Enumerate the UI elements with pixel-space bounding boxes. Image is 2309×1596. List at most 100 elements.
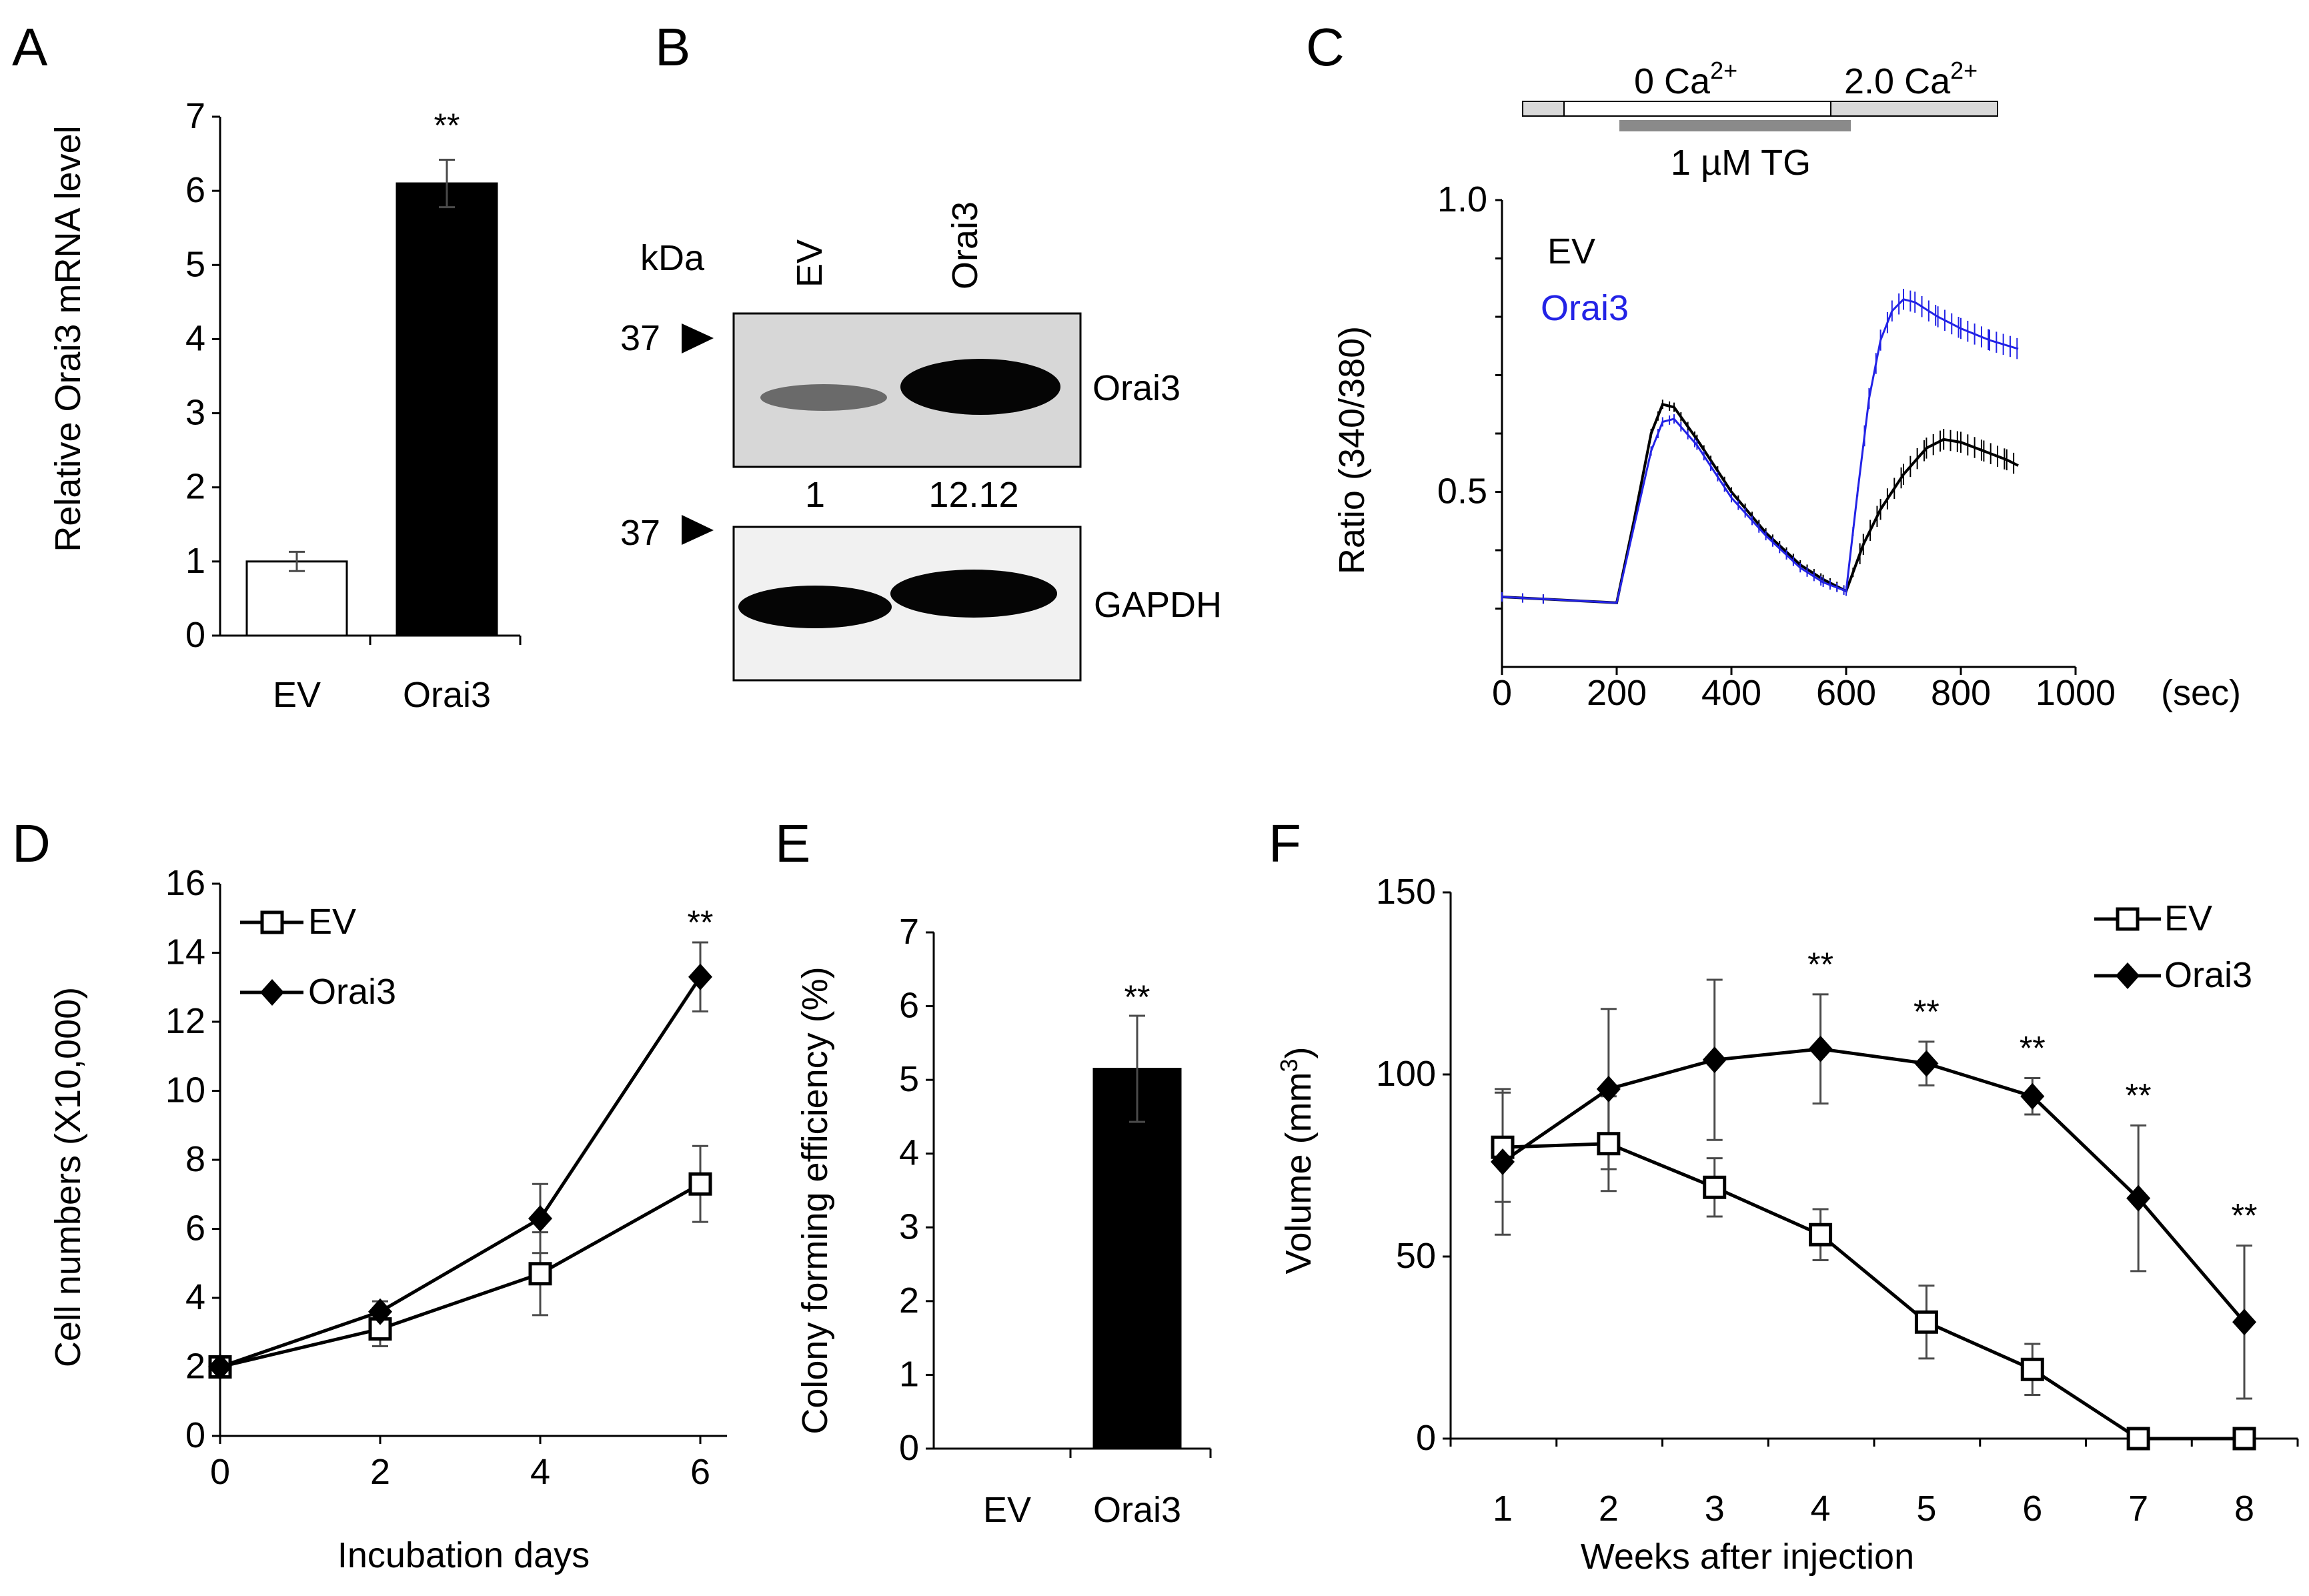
chart-c-trace-ev — [1501, 402, 2019, 604]
blot-band-gapdh-orai3 — [890, 570, 1057, 618]
chart-d-xlabel: Incubation days — [337, 1535, 590, 1575]
chart-f-line-orai3 — [1501, 1047, 2246, 1323]
chart-c-legend-orai3: Orai3 — [1541, 288, 1629, 328]
chart-f-x-tick-label: 2 — [1599, 1489, 1619, 1529]
blot-quant-ev: 1 — [805, 475, 825, 515]
chart-e-marks: 0 1 2 3 4 5 6 7 — [899, 912, 1212, 1468]
protocol-zero-ca: 0 Ca2+ — [1634, 57, 1737, 101]
chart-f-x-tick-label: 1 — [1493, 1489, 1513, 1529]
chart-d-legend-orai3: Orai3 — [308, 972, 396, 1012]
chart-c-x-tick-label: 800 — [1931, 673, 1991, 713]
chart-d-line-ev — [219, 1182, 702, 1369]
chart-a-y-tick-label: 1 — [185, 541, 205, 581]
chart-e-y-tick-label: 7 — [899, 912, 919, 952]
chart-d-point-orai3 — [528, 1205, 552, 1232]
chart-d-point-orai3 — [368, 1298, 392, 1325]
chart-f-x-tick-label: 4 — [1811, 1489, 1831, 1529]
chart-e-y-tick-label: 5 — [899, 1059, 919, 1099]
chart-d-y-tick-label: 10 — [165, 1070, 205, 1110]
blot-lane-orai3: Orai3 — [945, 201, 985, 289]
chart-f-x-tick-label: 5 — [1916, 1489, 1936, 1529]
chart-d-point-orai3 — [688, 963, 712, 990]
chart-f-significance: ** — [2020, 1029, 2046, 1066]
chart-d-x-tick-label: 6 — [690, 1452, 710, 1492]
chart-f-point-ev — [1597, 1132, 1621, 1156]
chart-a-marks: 0 1 2 3 4 5 6 7 — [185, 96, 522, 655]
chart-f-significance: ** — [1913, 993, 1940, 1030]
chart-f-point-orai3 — [1596, 1075, 1621, 1102]
blot-band-orai3-ev — [760, 384, 887, 411]
chart-d-y-tick-label: 8 — [185, 1139, 205, 1179]
chart-e-y-tick-label: 2 — [899, 1281, 919, 1321]
chart-f-point-orai3 — [1808, 1035, 1833, 1062]
chart-c-x-tick-label: 400 — [1701, 673, 1761, 713]
protocol-bar-0ca — [1563, 101, 1831, 117]
chart-f-x-tick-label: 3 — [1705, 1489, 1725, 1529]
protocol-two-ca: 2.0 Ca2+ — [1844, 57, 1978, 101]
chart-d-y-tick-label: 4 — [185, 1277, 205, 1317]
chart-d-point-orai3 — [208, 1353, 232, 1381]
blot-kda-label: kDa — [640, 238, 705, 278]
chart-f-marks: 0 50 100 150 1 2 3 4 5 6 7 8 ** ** ** ** ** — [1376, 872, 2299, 1529]
blot-lane-ev: EV — [790, 239, 830, 287]
chart-a-y-tick-label: 2 — [185, 467, 205, 507]
chart-f-point-ev — [1703, 1175, 1727, 1199]
blot-marker-bottom-arrow — [682, 515, 714, 545]
blot-marker-top-arrow — [682, 323, 714, 353]
chart-d-ylabel: Cell numbers (X10,000) — [48, 987, 88, 1367]
protocol-bar-tg — [1619, 120, 1851, 131]
chart-f-point-orai3 — [2126, 1184, 2151, 1212]
chart-d-line-orai3 — [219, 976, 702, 1369]
chart-a-y-tick-label: 0 — [185, 615, 205, 655]
chart-f-point-orai3 — [1914, 1050, 1939, 1077]
chart-c-x-tick-label: 0 — [1492, 673, 1512, 713]
western-blot: kDa EV Orai3 37 Orai3 1 12.12 37 GAPDH — [620, 201, 1222, 682]
chart-f-point-ev — [2232, 1427, 2256, 1451]
protocol-tg: 1 µM TG — [1671, 143, 1811, 183]
chart-e-y-tick-label: 3 — [899, 1207, 919, 1247]
chart-d-y-tick-label: 14 — [165, 932, 205, 972]
chart-f-y-tick-label: 100 — [1376, 1054, 1436, 1094]
chart-c-ylabel: Ratio (340/380) — [1332, 326, 1372, 574]
chart-f-point-orai3 — [1702, 1046, 1727, 1074]
chart-f-x-tick-label: 7 — [2128, 1489, 2148, 1529]
chart-c-marks: 0.5 1.0 0 200 400 600 800 1000 — [1437, 179, 2116, 713]
chart-e-significance: ** — [1124, 978, 1150, 1016]
panel-d-letter: D — [12, 814, 51, 873]
chart-e-xtick-orai3: Orai3 — [1093, 1490, 1181, 1530]
chart-d: 0 2 4 6 8 10 12 14 16 0 2 4 6 Cell numbers (X10,000)… — [48, 863, 727, 1575]
blot-band-gapdh-ev — [738, 586, 892, 628]
chart-e-y-tick-label: 0 — [899, 1428, 919, 1468]
chart-f-point-ev — [1491, 1135, 1515, 1159]
chart-d-x-tick-label: 0 — [210, 1452, 230, 1492]
chart-f-point-ev — [2020, 1357, 2044, 1381]
chart-f-x-tick-label: 8 — [2234, 1489, 2254, 1529]
panel-f-letter: F — [1269, 814, 1301, 873]
chart-f-y-tick-label: 150 — [1376, 872, 1436, 912]
chart-c-y-tick-label: 1.0 — [1437, 179, 1487, 219]
chart-a-y-tick-label: 6 — [185, 170, 205, 210]
chart-d-x-tick-label: 2 — [370, 1452, 390, 1492]
chart-f-significance: ** — [2126, 1076, 2152, 1114]
chart-d-marks: 0 2 4 6 8 10 12 14 16 0 2 4 6 — [165, 863, 727, 1492]
panel-e-letter: E — [775, 814, 810, 873]
chart-a-significance: ** — [434, 107, 460, 144]
chart-f-significance: ** — [2232, 1197, 2258, 1235]
chart-d-legend-point-orai3 — [260, 979, 284, 1006]
chart-f-legend-orai3: Orai3 — [2164, 955, 2252, 995]
chart-d-x-tick-label: 4 — [530, 1452, 550, 1492]
blot-label-gapdh: GAPDH — [1094, 585, 1222, 625]
chart-f: 0 50 100 150 1 2 3 4 5 6 7 8 ** ** ** ** ** Volume (mm3)… — [1275, 872, 2299, 1577]
chart-d-significance: ** — [688, 904, 714, 941]
chart-f-significance: ** — [1807, 946, 1833, 983]
chart-f-x-tick-label: 6 — [2022, 1489, 2042, 1529]
panel-b-letter: B — [655, 17, 690, 77]
chart-a-y-tick-label: 3 — [185, 393, 205, 433]
chart-f-ylabel: Volume (mm3) — [1275, 1046, 1319, 1274]
chart-f-point-ev — [1809, 1223, 1833, 1247]
chart-d-point-ev — [688, 1172, 712, 1196]
chart-e-ylabel: Colony forming efficiency (%) — [795, 966, 835, 1434]
blot-marker-top: 37 — [620, 318, 660, 358]
blot-label-orai3: Orai3 — [1092, 368, 1181, 408]
